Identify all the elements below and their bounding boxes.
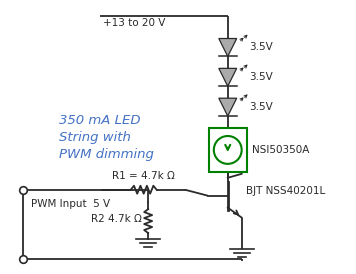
Bar — [209, 128, 247, 172]
Text: PWM Input  5 V: PWM Input 5 V — [31, 199, 110, 209]
Text: R1 = 4.7k Ω: R1 = 4.7k Ω — [112, 171, 175, 181]
Text: 350 mA LED
String with
PWM dimming: 350 mA LED String with PWM dimming — [59, 115, 153, 161]
Text: BJT NSS40201L: BJT NSS40201L — [246, 186, 325, 196]
Text: 3.5V: 3.5V — [250, 102, 273, 112]
Text: 3.5V: 3.5V — [250, 42, 273, 52]
Polygon shape — [219, 98, 237, 116]
Text: R2 4.7k Ω: R2 4.7k Ω — [91, 214, 142, 224]
Text: 3.5V: 3.5V — [250, 72, 273, 82]
Polygon shape — [219, 39, 237, 56]
Text: NSI50350A: NSI50350A — [252, 145, 309, 155]
Polygon shape — [219, 68, 237, 86]
Text: +13 to 20 V: +13 to 20 V — [103, 18, 166, 28]
